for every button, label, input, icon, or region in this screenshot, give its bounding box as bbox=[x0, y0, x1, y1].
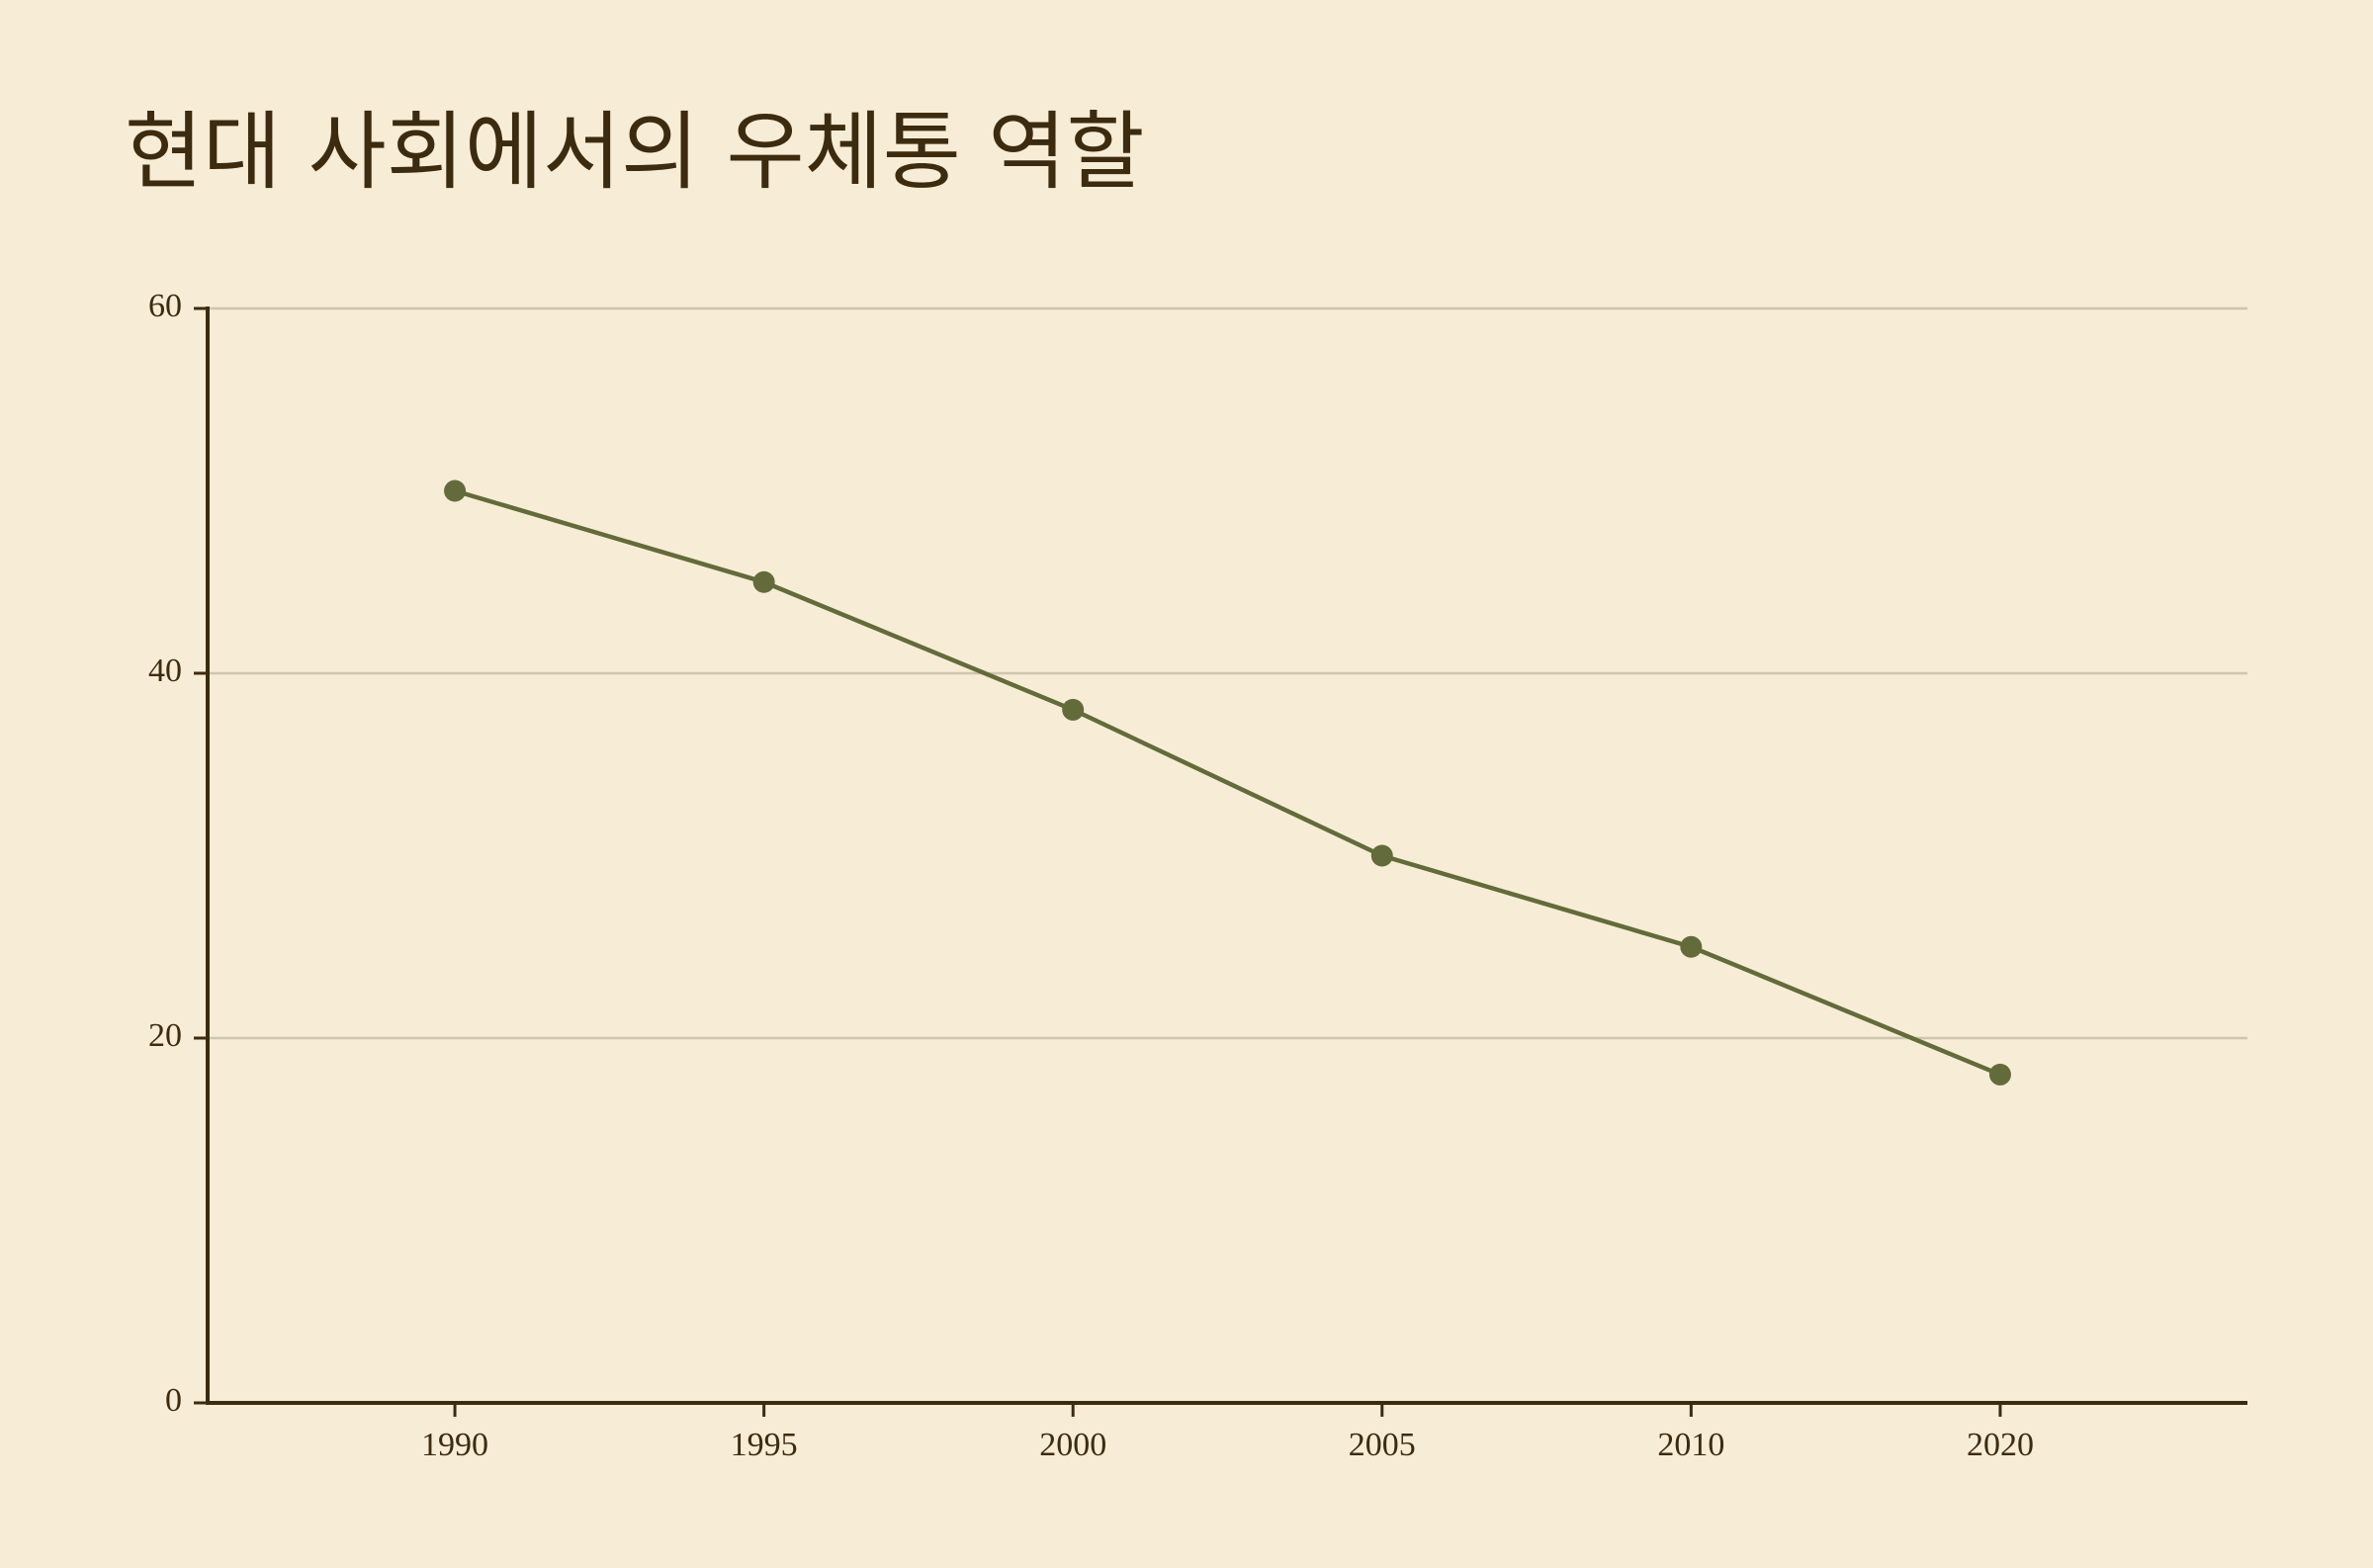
data-point bbox=[752, 570, 775, 593]
x-tick-label: 2010 bbox=[1657, 1427, 1724, 1463]
series-line bbox=[454, 488, 2001, 1077]
y-tick-label: 40 bbox=[148, 653, 182, 689]
data-point bbox=[1988, 1063, 2011, 1086]
x-tick-label: 1995 bbox=[731, 1427, 798, 1463]
x-tick-label: 2005 bbox=[1349, 1427, 1416, 1463]
x-tick-label: 2000 bbox=[1039, 1427, 1106, 1463]
y-tick-label: 0 bbox=[165, 1382, 182, 1419]
y-tick-label: 20 bbox=[148, 1017, 182, 1054]
x-tick-label: 2020 bbox=[1967, 1427, 2034, 1463]
chart-title: 현대 사회에서의 우체통 역할 bbox=[125, 103, 1144, 202]
x-tick-label: 1990 bbox=[421, 1427, 488, 1463]
data-point bbox=[1680, 935, 1703, 958]
data-point bbox=[1062, 698, 1085, 721]
data-point bbox=[1370, 844, 1393, 867]
data-point bbox=[444, 479, 467, 502]
y-tick-label: 60 bbox=[148, 288, 182, 324]
